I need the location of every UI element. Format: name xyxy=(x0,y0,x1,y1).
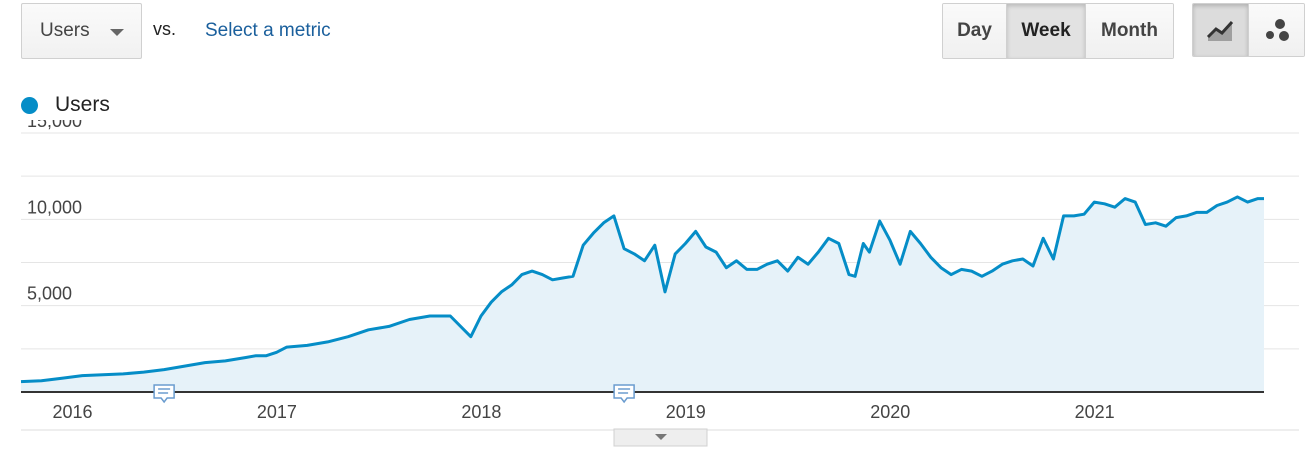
chevron-down-icon xyxy=(110,29,124,36)
period-day-button[interactable]: Day xyxy=(943,4,1007,58)
vs-label: vs. xyxy=(153,19,177,39)
x-tick-label: 2018 xyxy=(461,402,501,422)
x-tick-label: 2020 xyxy=(870,402,910,422)
period-month-button[interactable]: Month xyxy=(1086,4,1173,58)
chart-legend: Users xyxy=(21,93,110,117)
series-area-fill xyxy=(21,196,1264,392)
motion-chart-icon xyxy=(1265,19,1289,41)
y-tick-label: 5,000 xyxy=(27,284,72,304)
legend-series-label: Users xyxy=(55,93,110,116)
line-chart-icon xyxy=(1206,20,1233,41)
annotation-marker-icon[interactable] xyxy=(153,384,175,404)
primary-metric-label: Users xyxy=(40,20,90,41)
primary-metric-dropdown[interactable]: Users xyxy=(21,3,142,59)
select-secondary-metric-link[interactable]: Select a metric xyxy=(205,20,331,41)
line-chart-view-button[interactable] xyxy=(1193,4,1248,56)
x-tick-label: 2017 xyxy=(257,402,297,422)
period-week-button[interactable]: Week xyxy=(1007,4,1086,58)
y-tick-label: 15,000 xyxy=(27,120,82,131)
chevron-down-icon xyxy=(655,434,667,440)
legend-series-dot xyxy=(21,96,38,114)
chart-expand-handle[interactable] xyxy=(613,428,708,447)
motion-chart-view-button[interactable] xyxy=(1248,4,1304,56)
annotation-marker-icon[interactable] xyxy=(613,384,635,404)
users-line-chart: 5,000 10,000 15,000 2016 2017 2018 2019 2020 20… xyxy=(20,120,1299,447)
chart-view-toggle-group xyxy=(1192,3,1305,57)
x-tick-label: 2021 xyxy=(1075,402,1115,422)
x-tick-label: 2019 xyxy=(666,402,706,422)
series-line xyxy=(20,195,1264,384)
x-tick-label: 2016 xyxy=(52,402,92,422)
y-tick-label: 10,000 xyxy=(27,197,82,217)
period-toggle-group: Day Week Month xyxy=(942,3,1174,59)
